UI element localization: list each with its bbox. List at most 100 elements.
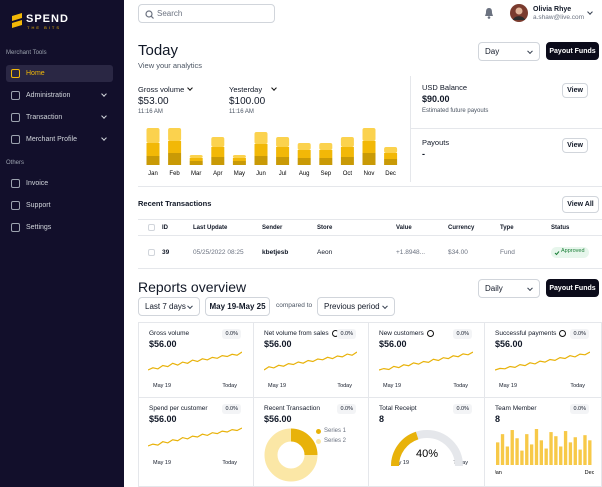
- range-start: May 19: [499, 383, 518, 389]
- today-chart: Jan Feb Mar Apr May Jun Jul Aug Sep Oct Nov Dec: [146, 128, 398, 177]
- view-all-button[interactable]: View All: [562, 196, 599, 213]
- bell-icon[interactable]: [484, 7, 494, 19]
- reports-period-select[interactable]: Daily: [478, 279, 540, 298]
- card-value: 8: [495, 414, 501, 424]
- range-end: Today: [453, 383, 468, 389]
- bar-segment: [168, 128, 182, 141]
- bar: [544, 448, 548, 465]
- nav-item[interactable]: Invoice: [6, 175, 113, 192]
- today-title: Today: [138, 42, 179, 59]
- column-header: Status: [551, 225, 570, 231]
- report-card: Gross volume 0.0% $56.00 May 19 Today: [138, 322, 254, 398]
- range-end: Today: [570, 383, 585, 389]
- info-icon[interactable]: [559, 330, 567, 337]
- card-title: Total Receipt: [379, 405, 417, 412]
- column-header: Currency: [448, 225, 475, 231]
- card-value: $56.00: [495, 339, 523, 349]
- info-icon[interactable]: [426, 330, 434, 337]
- x-tick-label: Aug: [299, 171, 310, 177]
- view-button[interactable]: View: [562, 83, 588, 98]
- range-start: May 19: [383, 383, 402, 389]
- bar: [520, 450, 524, 465]
- nav-item[interactable]: Support: [6, 197, 113, 214]
- bar: [578, 449, 582, 465]
- cell: 05/25/2022 08:25: [193, 249, 244, 256]
- metric-label: Yesterday: [229, 85, 263, 94]
- bar-segment: [211, 157, 225, 165]
- metric-chevron[interactable]: [187, 85, 193, 91]
- sparkline-path: [148, 351, 242, 371]
- x-tick-label: May: [234, 171, 245, 177]
- nav-item[interactable]: Transaction: [6, 109, 113, 126]
- bar-segment: [211, 137, 225, 147]
- legend-dot: [316, 429, 321, 434]
- x-tick-label: Oct: [343, 171, 353, 177]
- bar-segment: [362, 128, 376, 141]
- compare-select[interactable]: Previous period: [317, 297, 395, 316]
- range-start: May 19: [268, 383, 287, 389]
- change-badge: 0.0%: [337, 329, 356, 339]
- legend-label: Series 1: [324, 428, 347, 434]
- nav-label: Support: [26, 202, 51, 209]
- period-select[interactable]: Day: [478, 42, 540, 61]
- x-tick-label: Jun: [256, 171, 266, 177]
- nav-item[interactable]: Home: [6, 65, 113, 82]
- bar-segment: [168, 141, 182, 153]
- divider: [138, 186, 602, 187]
- balance-label: Payouts: [422, 138, 450, 147]
- view-button[interactable]: View: [562, 138, 588, 153]
- avatar[interactable]: [510, 4, 528, 22]
- date-range[interactable]: May 19-May 25: [205, 297, 270, 316]
- reports-payout-button[interactable]: Payout Funds: [546, 279, 599, 297]
- row-checkbox[interactable]: [148, 249, 155, 256]
- nav-chevron: [101, 91, 107, 97]
- bar-segment: [232, 158, 246, 161]
- card-value: $56.00: [264, 414, 292, 424]
- x-tick-label: Dec: [585, 470, 594, 476]
- bar-segment: [189, 158, 203, 161]
- bar-segment: [254, 144, 268, 156]
- sparkline: [264, 351, 357, 371]
- metric-label: Gross volume: [138, 85, 185, 94]
- table-bottom: [138, 268, 602, 269]
- nav-icon: [11, 179, 20, 188]
- bar-segment: [340, 147, 354, 157]
- column-header: Type: [500, 225, 514, 231]
- balance-value: -: [422, 149, 425, 159]
- sparkline-path: [148, 427, 242, 447]
- cell: Aeon: [317, 249, 333, 256]
- user-chevron[interactable]: [587, 9, 593, 15]
- user-name: Olivia Rhye: [533, 6, 572, 13]
- card-title: Team Member: [495, 405, 537, 412]
- bar-segment: [276, 147, 290, 157]
- section-title: Others: [6, 160, 25, 166]
- column-header: Last Update: [193, 225, 228, 231]
- bar-segment: [276, 137, 290, 147]
- gauge-chart: 40%: [391, 430, 463, 467]
- column-header: ID: [162, 225, 168, 231]
- x-tick-label: Apr: [213, 171, 222, 177]
- card-value: $56.00: [379, 339, 407, 349]
- nav-item[interactable]: Settings: [6, 219, 113, 236]
- column-header: Sender: [262, 225, 283, 231]
- section-title: Merchant Tools: [6, 50, 47, 56]
- payout-button[interactable]: Payout Funds: [546, 42, 599, 60]
- header-checkbox[interactable]: [148, 224, 155, 231]
- gauge-value: [391, 431, 419, 467]
- nav-item[interactable]: Administration: [6, 87, 113, 104]
- bar: [573, 437, 577, 465]
- bar-segment: [189, 161, 203, 165]
- bar: [496, 442, 500, 465]
- nav-item[interactable]: Merchant Profile: [6, 131, 113, 148]
- bar-segment: [146, 143, 160, 156]
- bar: [505, 446, 510, 465]
- search-box[interactable]: Search: [138, 4, 275, 23]
- bar: [525, 434, 529, 465]
- metric-chevron[interactable]: [271, 85, 277, 91]
- balance-note: Estimated future payouts: [422, 108, 489, 114]
- range-select[interactable]: Last 7 days: [138, 297, 200, 316]
- bar: [549, 432, 553, 465]
- nav-icon: [11, 223, 20, 232]
- nav-label: Home: [26, 70, 45, 77]
- card-title: Recent Transaction: [264, 405, 321, 412]
